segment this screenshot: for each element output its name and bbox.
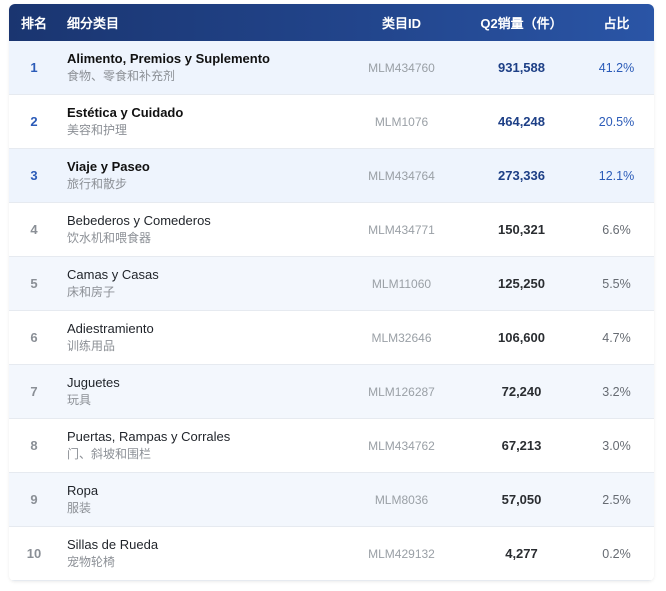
category-name-en: Adiestramiento (67, 321, 154, 336)
category-name-zh: 训练用品 (67, 339, 116, 353)
share-cell: 2.5% (602, 492, 631, 507)
category-ranking-table: 排名 细分类目 类目ID Q2销量（件） 占比 1 Alimento, Prem… (9, 4, 654, 581)
category-name-en: Ropa (67, 483, 99, 498)
table-row[interactable]: 9 Ropa 服装 MLM8036 57,050 2.5% (9, 473, 654, 527)
table-row[interactable]: 10 Sillas de Rueda 宠物轮椅 MLM429132 4,277 0… (9, 527, 654, 581)
sales-cell: 67,213 (501, 437, 542, 453)
sales-cell: 72,240 (501, 383, 542, 399)
category-id-cell: MLM434760 (368, 60, 435, 75)
category-name-en: Sillas de Rueda (67, 537, 159, 552)
rank-cell: 3 (30, 167, 38, 183)
category-name-zh: 服装 (67, 501, 92, 515)
category-name-zh: 门、斜坡和围栏 (67, 447, 152, 461)
table-row[interactable]: 1 Alimento, Premios y Suplemento 食物、零食和补充… (9, 41, 654, 95)
category-name-en: Viaje y Paseo (67, 159, 150, 174)
header-share[interactable]: 占比 (603, 16, 630, 31)
rank-cell: 8 (30, 437, 38, 453)
share-cell: 20.5% (598, 114, 635, 129)
rank-cell: 7 (30, 383, 38, 399)
header-category[interactable]: 细分类目 (67, 16, 120, 31)
category-name-zh: 旅行和散步 (67, 177, 128, 191)
table-row[interactable]: 8 Puertas, Rampas y Corrales 门、斜坡和围栏 MLM4… (9, 419, 654, 473)
category-id-cell: MLM126287 (368, 384, 435, 399)
category-id-cell: MLM434771 (368, 222, 435, 237)
sales-cell: 125,250 (498, 275, 545, 291)
category-name-en: Alimento, Premios y Suplemento (67, 51, 270, 66)
sales-cell: 150,321 (498, 221, 545, 237)
rank-cell: 10 (26, 545, 42, 561)
share-cell: 3.0% (602, 438, 631, 453)
table-row[interactable]: 5 Camas y Casas 床和房子 MLM11060 125,250 5.5… (9, 257, 654, 311)
header-sales[interactable]: Q2销量（件） (480, 16, 563, 31)
sales-cell: 4,277 (505, 545, 538, 561)
sales-cell: 931,588 (498, 59, 545, 75)
share-cell: 6.6% (602, 222, 631, 237)
category-name-en: Juguetes (67, 375, 120, 390)
category-name-en: Bebederos y Comederos (67, 213, 211, 228)
share-cell: 4.7% (602, 330, 631, 345)
share-cell: 5.5% (602, 276, 631, 291)
category-name-zh: 饮水机和喂食器 (67, 231, 152, 245)
category-name-en: Estética y Cuidado (67, 105, 184, 120)
table-row[interactable]: 6 Adiestramiento 训练用品 MLM32646 106,600 4.… (9, 311, 654, 365)
rank-cell: 1 (30, 59, 38, 75)
category-id-cell: MLM8036 (374, 492, 429, 507)
rank-cell: 2 (30, 113, 38, 129)
rank-cell: 4 (30, 221, 38, 237)
share-cell: 0.2% (602, 546, 631, 561)
table-row[interactable]: 4 Bebederos y Comederos 饮水机和喂食器 MLM434771… (9, 203, 654, 257)
table-row[interactable]: 7 Juguetes 玩具 MLM126287 72,240 3.2% (9, 365, 654, 419)
category-id-cell: MLM11060 (371, 276, 432, 291)
category-name-en: Puertas, Rampas y Corrales (67, 429, 231, 444)
category-id-cell: MLM434762 (368, 438, 435, 453)
category-name-zh: 食物、零食和补充剂 (67, 69, 176, 83)
category-id-cell: MLM434764 (368, 168, 435, 183)
sales-cell: 464,248 (498, 113, 545, 129)
table-row[interactable]: 2 Estética y Cuidado 美容和护理 MLM1076 464,24… (9, 95, 654, 149)
category-name-zh: 美容和护理 (67, 123, 128, 137)
category-id-cell: MLM1076 (374, 114, 429, 129)
share-cell: 12.1% (598, 168, 635, 183)
header-category-id[interactable]: 类目ID (381, 16, 421, 31)
category-name-zh: 玩具 (67, 393, 92, 407)
rank-cell: 5 (30, 275, 38, 291)
table-row[interactable]: 3 Viaje y Paseo 旅行和散步 MLM434764 273,336 1… (9, 149, 654, 203)
sales-cell: 57,050 (501, 491, 542, 507)
category-id-cell: MLM429132 (368, 546, 435, 561)
category-name-zh: 宠物轮椅 (67, 555, 116, 569)
rank-cell: 6 (30, 329, 38, 345)
share-cell: 3.2% (602, 384, 631, 399)
category-id-cell: MLM32646 (371, 330, 432, 345)
share-cell: 41.2% (598, 60, 635, 75)
sales-cell: 273,336 (498, 167, 545, 183)
sales-cell: 106,600 (498, 329, 545, 345)
header-rank[interactable]: 排名 (20, 16, 47, 31)
category-name-zh: 床和房子 (67, 285, 116, 299)
table-header: 排名 细分类目 类目ID Q2销量（件） 占比 (9, 4, 654, 41)
category-name-en: Camas y Casas (67, 267, 159, 282)
rank-cell: 9 (30, 491, 38, 507)
